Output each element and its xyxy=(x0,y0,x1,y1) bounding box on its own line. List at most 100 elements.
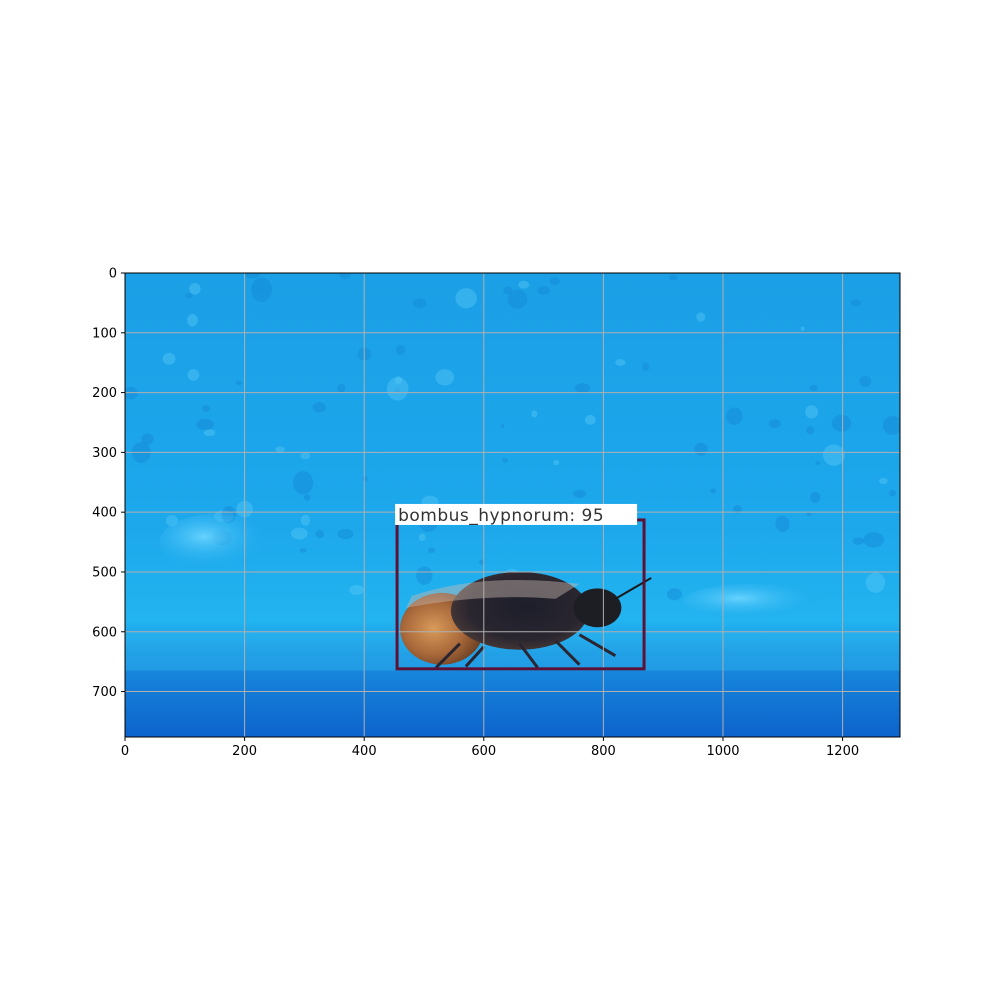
bee-wing xyxy=(406,579,580,608)
bee-leg xyxy=(434,642,461,669)
x-tick-label: 200 xyxy=(232,744,257,759)
texture-spot xyxy=(337,384,346,393)
texture-spot xyxy=(337,528,354,540)
texture-spot xyxy=(823,444,845,466)
texture-spot xyxy=(386,377,409,401)
texture-spot xyxy=(315,529,325,539)
y-tick-label: 300 xyxy=(92,446,117,461)
texture-spot xyxy=(300,452,311,460)
texture-spot xyxy=(850,299,862,307)
x-tick-label: 1000 xyxy=(706,744,739,759)
x-axis-ticks: 0 200 400 600 800 1000 1200 xyxy=(121,737,859,759)
texture-spot xyxy=(235,380,243,386)
texture-spot xyxy=(299,548,307,553)
texture-spot xyxy=(185,292,193,299)
texture-spot xyxy=(507,289,528,309)
texture-spot xyxy=(202,404,211,412)
texture-spot xyxy=(303,494,311,501)
texture-spot xyxy=(666,588,682,601)
texture-spot xyxy=(162,352,176,365)
y-tick-label: 200 xyxy=(92,386,117,401)
texture-spot xyxy=(455,288,477,309)
texture-spot xyxy=(549,277,560,286)
texture-spot xyxy=(815,460,821,465)
texture-spot xyxy=(809,384,818,392)
texture-spot xyxy=(418,533,426,541)
texture-spot xyxy=(416,566,433,585)
bee-leg xyxy=(578,633,617,657)
texture-spot xyxy=(435,369,455,386)
texture-spot xyxy=(362,476,368,482)
texture-spot xyxy=(800,326,805,332)
texture-spot xyxy=(300,514,311,526)
texture-spot xyxy=(863,532,885,548)
texture-spot xyxy=(412,298,427,309)
texture-spot xyxy=(196,418,214,431)
texture-spot xyxy=(187,369,200,381)
texture-spot xyxy=(882,416,900,435)
texture-spot xyxy=(275,446,285,453)
texture-spot xyxy=(810,492,821,503)
axes-frame xyxy=(124,272,901,738)
detection-label-background xyxy=(395,503,638,525)
texture-spot xyxy=(696,312,706,322)
y-tick-label: 400 xyxy=(92,506,117,521)
texture-spot xyxy=(615,359,626,366)
texture-spot xyxy=(244,273,261,279)
texture-spot xyxy=(573,489,586,499)
texture-spot xyxy=(338,273,352,280)
texture-spot xyxy=(574,383,591,394)
photo-image xyxy=(125,273,900,737)
texture-spot xyxy=(537,286,550,295)
detection-label: bombus_hypnorum: 95 xyxy=(398,506,604,526)
texture-spot xyxy=(189,283,201,295)
texture-spot xyxy=(394,386,401,394)
texture-spot xyxy=(709,488,717,494)
texture-spot xyxy=(859,376,872,387)
y-tick-label: 100 xyxy=(92,326,117,341)
detection-overlay: bombus_hypnorum: 95 xyxy=(395,503,646,671)
bee-subject xyxy=(400,571,652,669)
bee-head xyxy=(573,588,622,628)
texture-spot xyxy=(642,362,650,372)
texture-spot xyxy=(500,424,505,429)
texture-spot xyxy=(806,512,812,517)
x-tick-label: 800 xyxy=(591,744,616,759)
texture-spot xyxy=(125,386,138,400)
texture-spot xyxy=(831,414,852,432)
texture-spot xyxy=(879,477,888,485)
bee-leg xyxy=(518,642,539,669)
texture-spot xyxy=(395,344,406,355)
texture-spot xyxy=(427,547,436,554)
bee-thorax xyxy=(450,571,589,650)
x-tick-label: 400 xyxy=(352,744,377,759)
texture-spot xyxy=(394,376,402,385)
texture-spot xyxy=(775,515,790,533)
texture-spot xyxy=(768,419,781,429)
texture-spot xyxy=(889,489,897,497)
y-tick-label: 500 xyxy=(92,565,117,580)
texture-spot xyxy=(852,537,864,545)
x-tick-label: 1200 xyxy=(826,744,859,759)
bee-leg xyxy=(464,645,485,668)
texture-spot xyxy=(732,505,742,514)
bee-leg xyxy=(554,639,581,666)
texture-spot xyxy=(502,458,509,463)
texture-spot xyxy=(725,407,743,426)
texture-spot xyxy=(141,433,154,445)
y-tick-label: 0 xyxy=(109,267,117,282)
texture-spot xyxy=(518,280,530,289)
y-tick-label: 700 xyxy=(92,685,117,700)
y-axis-ticks: 0 100 200 300 400 500 600 700 xyxy=(92,267,125,700)
texture-spot xyxy=(312,402,326,413)
texture-spot xyxy=(694,442,708,456)
texture-spot xyxy=(251,277,273,303)
texture-spot xyxy=(553,459,560,466)
x-tick-label: 0 xyxy=(121,744,129,759)
texture-spot xyxy=(293,471,314,495)
texture-spot xyxy=(806,426,815,435)
texture-spot xyxy=(349,584,364,596)
texture-spot xyxy=(668,274,678,281)
